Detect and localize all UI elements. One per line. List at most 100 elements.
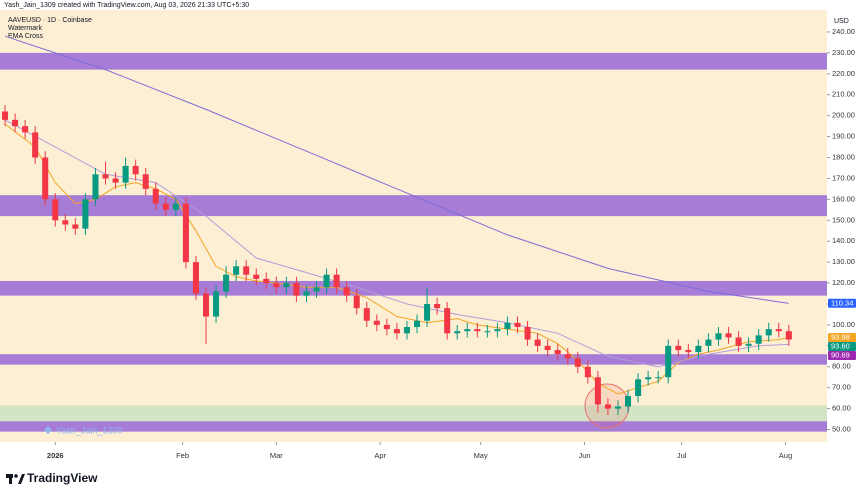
x-tick-label: Mar xyxy=(270,451,283,460)
y-tick-label: 50.00 xyxy=(832,425,851,434)
y-tick-label: 240.00 xyxy=(832,27,855,36)
ema-line xyxy=(4,35,789,304)
x-tick-label: Apr xyxy=(374,451,386,460)
candle-body xyxy=(42,157,49,200)
candle-body xyxy=(313,287,320,292)
y-tick-label: 140.00 xyxy=(832,236,855,245)
candle-body xyxy=(182,203,189,263)
currency: USD xyxy=(834,18,849,25)
candle-body xyxy=(675,345,682,351)
candle-body xyxy=(705,339,712,346)
footer-brand: TradingView xyxy=(27,471,98,485)
candle-body xyxy=(152,188,159,204)
credit: Yash_Jain_1309 created with TradingView.… xyxy=(4,2,249,9)
price-label: 90.69 xyxy=(831,350,850,359)
indicator: Watermark xyxy=(8,25,42,32)
y-tick-label: 60.00 xyxy=(832,404,851,413)
y-tick-label: 210.00 xyxy=(832,90,855,99)
y-tick-label: 160.00 xyxy=(832,194,855,203)
y-tick-label: 170.00 xyxy=(832,173,855,182)
price-label-box xyxy=(828,351,856,361)
candle-body xyxy=(233,266,240,275)
candle-body xyxy=(293,283,300,296)
x-tick-label: Feb xyxy=(176,451,189,460)
zone xyxy=(0,195,827,217)
watermark-icon xyxy=(44,426,52,434)
logo xyxy=(6,474,25,484)
candle-body xyxy=(614,406,622,409)
candle-body xyxy=(393,329,400,334)
candle-body xyxy=(424,303,431,321)
candle-body xyxy=(765,329,772,336)
candle-body xyxy=(484,331,491,333)
candle-body xyxy=(52,199,59,221)
zone xyxy=(0,52,827,70)
ema-line xyxy=(4,123,789,395)
logo-part xyxy=(9,474,12,484)
ema-line xyxy=(4,119,789,368)
candle-body xyxy=(12,119,19,127)
price-label-box xyxy=(828,298,856,308)
candle-body xyxy=(162,203,169,210)
candle-body xyxy=(273,283,280,288)
logo-part xyxy=(18,474,25,484)
y-tick-label: 80.00 xyxy=(832,362,851,371)
candle-body xyxy=(213,291,220,317)
candle-body xyxy=(625,396,632,407)
candle-body xyxy=(715,333,722,340)
y-tick-label: 220.00 xyxy=(832,69,855,78)
candle-body xyxy=(82,199,89,229)
candle-body xyxy=(253,274,260,279)
candle-body xyxy=(102,174,109,179)
candle-body xyxy=(373,320,380,325)
candle-body xyxy=(132,165,139,175)
candle-body xyxy=(464,329,471,332)
y-tick-label: 130.00 xyxy=(832,257,855,266)
y-tick-label: 230.00 xyxy=(832,48,855,57)
candle-body xyxy=(444,308,451,334)
candle-body xyxy=(92,174,99,200)
candle-body xyxy=(32,132,39,158)
candle-body xyxy=(635,379,642,397)
x-tick-label: 2026 xyxy=(47,451,64,460)
zone xyxy=(0,354,827,365)
candle-body xyxy=(645,377,652,380)
candle-body xyxy=(494,329,501,332)
candle-body xyxy=(2,111,9,120)
candle-body xyxy=(414,320,421,328)
candle-body xyxy=(574,358,581,367)
candle-body xyxy=(685,350,692,353)
price-label: 93.60 xyxy=(831,341,850,350)
candle-body xyxy=(474,329,481,332)
candle-body xyxy=(403,327,410,334)
candle-body xyxy=(112,178,119,183)
price-label-box xyxy=(828,333,856,343)
candle-body xyxy=(323,274,330,288)
x-tick-label: Jul xyxy=(677,451,687,460)
candle-body xyxy=(243,266,250,275)
candle-body xyxy=(655,377,662,379)
zone xyxy=(0,421,827,432)
candle-body xyxy=(695,345,702,353)
candle-body xyxy=(534,339,541,346)
x-tick-label: May xyxy=(474,451,488,460)
candle-body xyxy=(514,322,521,328)
candle-body xyxy=(72,224,79,229)
candle-body xyxy=(223,274,230,292)
candle-body xyxy=(785,331,792,340)
candle-body xyxy=(604,404,611,409)
candle-body xyxy=(283,283,290,288)
price-label-box xyxy=(828,342,856,352)
candle-body xyxy=(363,308,370,321)
zone xyxy=(0,280,827,296)
logo-part xyxy=(14,474,18,478)
candle-body xyxy=(735,337,742,346)
y-tick-label: 70.00 xyxy=(832,383,851,392)
zone xyxy=(0,405,827,422)
candle-body xyxy=(454,331,461,334)
candle-body xyxy=(544,345,551,351)
x-tick-label: Aug xyxy=(779,451,792,460)
candle-body xyxy=(62,220,69,225)
candle-body xyxy=(745,343,752,346)
